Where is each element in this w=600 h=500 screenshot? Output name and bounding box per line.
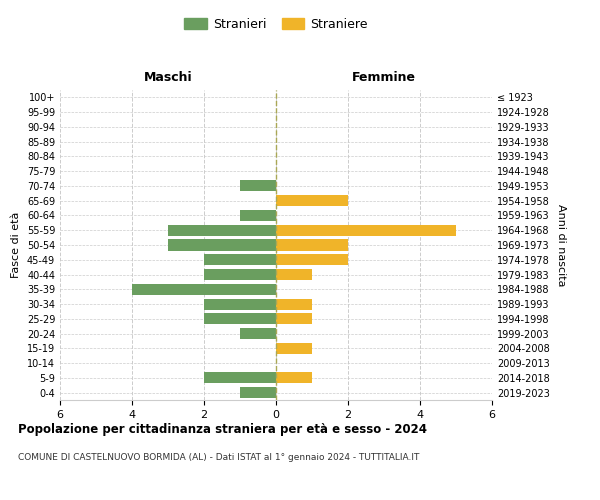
Text: Maschi: Maschi bbox=[143, 71, 193, 84]
Bar bbox=[276, 195, 348, 206]
Legend: Stranieri, Straniere: Stranieri, Straniere bbox=[181, 14, 371, 34]
Bar bbox=[276, 240, 348, 250]
Bar bbox=[240, 180, 276, 192]
Bar bbox=[204, 298, 276, 310]
Bar bbox=[276, 343, 312, 354]
Bar bbox=[132, 284, 276, 295]
Bar bbox=[168, 240, 276, 250]
Y-axis label: Fasce di età: Fasce di età bbox=[11, 212, 21, 278]
Bar bbox=[240, 210, 276, 221]
Bar bbox=[276, 224, 456, 236]
Bar bbox=[204, 314, 276, 324]
Text: Popolazione per cittadinanza straniera per età e sesso - 2024: Popolazione per cittadinanza straniera p… bbox=[18, 422, 427, 436]
Bar bbox=[168, 224, 276, 236]
Bar bbox=[276, 372, 312, 384]
Bar bbox=[204, 254, 276, 266]
Text: Femmine: Femmine bbox=[352, 71, 416, 84]
Text: COMUNE DI CASTELNUOVO BORMIDA (AL) - Dati ISTAT al 1° gennaio 2024 - TUTTITALIA.: COMUNE DI CASTELNUOVO BORMIDA (AL) - Dat… bbox=[18, 452, 419, 462]
Bar bbox=[276, 254, 348, 266]
Bar bbox=[240, 328, 276, 339]
Bar bbox=[204, 372, 276, 384]
Bar bbox=[240, 387, 276, 398]
Bar bbox=[276, 314, 312, 324]
Y-axis label: Anni di nascita: Anni di nascita bbox=[556, 204, 566, 286]
Bar bbox=[276, 298, 312, 310]
Bar bbox=[276, 269, 312, 280]
Bar bbox=[204, 269, 276, 280]
